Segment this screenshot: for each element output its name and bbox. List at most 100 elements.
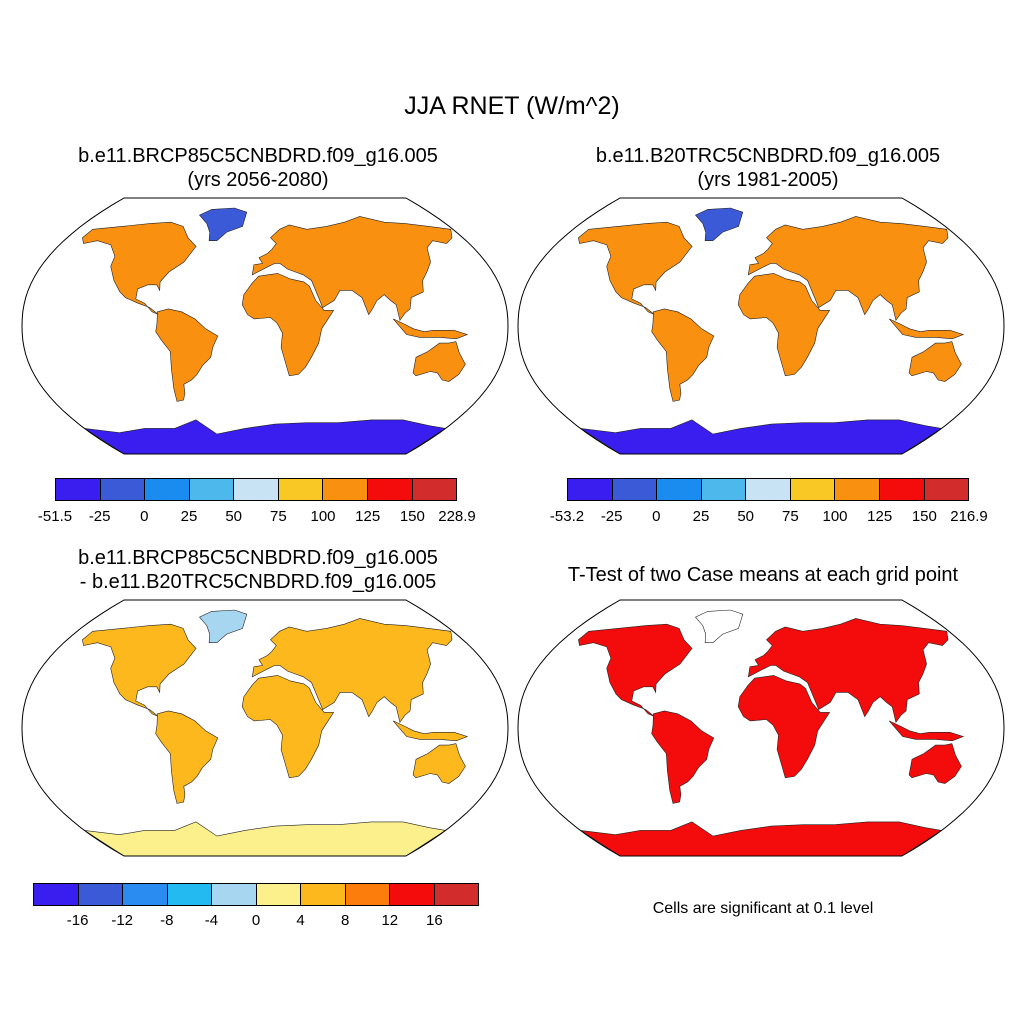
map-difference	[21, 599, 509, 857]
colorbar-tick-label: 4	[296, 912, 305, 929]
colorbar-swatch	[323, 479, 368, 500]
landmass-antarctica	[580, 419, 943, 454]
colorbar-tick-label: 150	[399, 508, 425, 525]
landmass-eurasia	[747, 618, 949, 724]
colorbar-swatch	[212, 884, 257, 905]
landmass-australia	[908, 743, 962, 784]
landmass-antarctica	[84, 419, 447, 454]
colorbar-swatch	[167, 884, 212, 905]
colorbar-swatch	[434, 884, 478, 905]
landmass-australia	[412, 341, 466, 382]
colorbar-swatch	[746, 479, 791, 500]
landmass-namerica	[578, 623, 693, 717]
colorbar-tick-label: 100	[310, 508, 336, 525]
colorbar-tick-label: 0	[251, 912, 261, 929]
panel-historical-title: b.e11.B20TRC5CNBDRD.f09_g16.005 (yrs 198…	[530, 144, 1006, 192]
colorbar-tick-label: -8	[160, 912, 174, 929]
landmass-samerica	[155, 308, 219, 402]
landmass-seasia	[888, 318, 965, 340]
colorbar-swatch	[657, 479, 702, 500]
panel-difference-case-b: - b.e11.B20TRC5CNBDRD.f09_g16.005	[79, 571, 437, 593]
colorbar-tick-label: 12	[381, 912, 399, 929]
landmass-eurasia	[251, 618, 453, 724]
landmass-samerica	[651, 710, 715, 804]
colorbar-swatch	[256, 884, 301, 905]
landmass-namerica	[82, 221, 197, 315]
map-future	[21, 197, 509, 455]
landmass-greenland	[695, 609, 744, 643]
colorbar-swatch	[345, 884, 390, 905]
landmass-greenland	[199, 609, 248, 643]
colorbar-tick-label: 125	[867, 508, 893, 525]
landmass-namerica	[578, 221, 693, 315]
main-title: JJA RNET (W/m^2)	[404, 92, 620, 120]
colorbar-swatch	[390, 884, 435, 905]
colorbar-tick-label: -25	[88, 508, 111, 525]
colorbar-swatch	[835, 479, 880, 500]
landmass-greenland	[695, 207, 744, 241]
panel-future-case: b.e11.BRCP85C5CNBDRD.f09_g16.005	[78, 145, 438, 167]
colorbar-tick-label: -12	[111, 912, 134, 929]
colorbar-swatch	[100, 479, 146, 500]
colorbar-swatch	[568, 479, 613, 500]
colorbar-tick-label: 0	[652, 508, 661, 525]
colorbar-tick-label: 50	[225, 508, 242, 525]
landmass-antarctica	[580, 821, 943, 856]
panel-ttest-title: T-Test of two Case means at each grid po…	[567, 564, 959, 586]
colorbar-tick-label: -16	[66, 912, 89, 929]
colorbar-tick-label: 16	[426, 912, 443, 929]
landmass-australia	[412, 743, 466, 784]
ttest-note: Cells are significant at 0.1 level	[652, 900, 874, 917]
panel-future-years: (yrs 2056-2080)	[187, 169, 329, 191]
colorbar-tick-label: 216.9	[950, 508, 988, 525]
colorbar-swatch	[701, 479, 747, 500]
colorbar-swatch	[234, 479, 279, 500]
landmass-australia	[908, 341, 962, 382]
colorbar-swatch	[879, 479, 925, 500]
colorbar-tick-label: 150	[911, 508, 937, 525]
panel-difference-title: b.e11.BRCP85C5CNBDRD.f09_g16.005 - b.e11…	[20, 546, 496, 594]
colorbar-tick-label: 125	[355, 508, 381, 525]
panel-difference-case-a: b.e11.BRCP85C5CNBDRD.f09_g16.005	[78, 547, 438, 569]
colorbar-swatch	[301, 884, 346, 905]
landmass-namerica	[82, 623, 197, 717]
map-ttest	[517, 599, 1005, 857]
colorbar-tick-label: -51.5	[37, 508, 73, 525]
colorbar-swatch	[278, 479, 324, 500]
colorbar-swatch	[34, 884, 79, 905]
panel-future-title: b.e11.BRCP85C5CNBDRD.f09_g16.005 (yrs 20…	[20, 144, 496, 192]
map-outline	[21, 197, 509, 455]
landmass-seasia	[392, 318, 469, 340]
colorbar-tick-label: 25	[180, 508, 198, 525]
colorbar-tick-label: 8	[341, 912, 350, 929]
landmass-eurasia	[747, 216, 949, 322]
colorbar-tick-label: 100	[822, 508, 848, 525]
landmass-greenland	[199, 207, 248, 241]
colorbar-tick-label: 50	[737, 508, 754, 525]
landmass-eurasia	[251, 216, 453, 322]
colorbar-swatch	[924, 479, 969, 500]
landmass-africa	[737, 675, 831, 779]
colorbar-tick-label: 228.9	[438, 508, 476, 525]
landmass-antarctica	[84, 821, 447, 856]
map-historical	[517, 197, 1005, 455]
colorbar-future	[55, 478, 457, 501]
colorbar-swatch	[78, 884, 123, 905]
landmass-africa	[241, 273, 335, 377]
map-outline	[21, 599, 509, 857]
panel-historical-years: (yrs 1981-2005)	[697, 169, 839, 191]
colorbar-tick-label: -25	[600, 508, 623, 525]
colorbar-swatch	[412, 479, 457, 500]
landmass-seasia	[392, 720, 469, 742]
colorbar-swatch	[790, 479, 836, 500]
colorbar-difference	[33, 883, 479, 906]
colorbar-tick-label: 75	[781, 508, 799, 525]
colorbar-swatch	[123, 884, 168, 905]
map-outline	[517, 599, 1005, 857]
landmass-samerica	[651, 308, 715, 402]
colorbar-tick-label: 25	[692, 508, 710, 525]
landmass-africa	[737, 273, 831, 377]
panel-historical-case: b.e11.B20TRC5CNBDRD.f09_g16.005	[595, 145, 941, 167]
landmass-africa	[241, 675, 335, 779]
colorbar-swatch	[189, 479, 235, 500]
